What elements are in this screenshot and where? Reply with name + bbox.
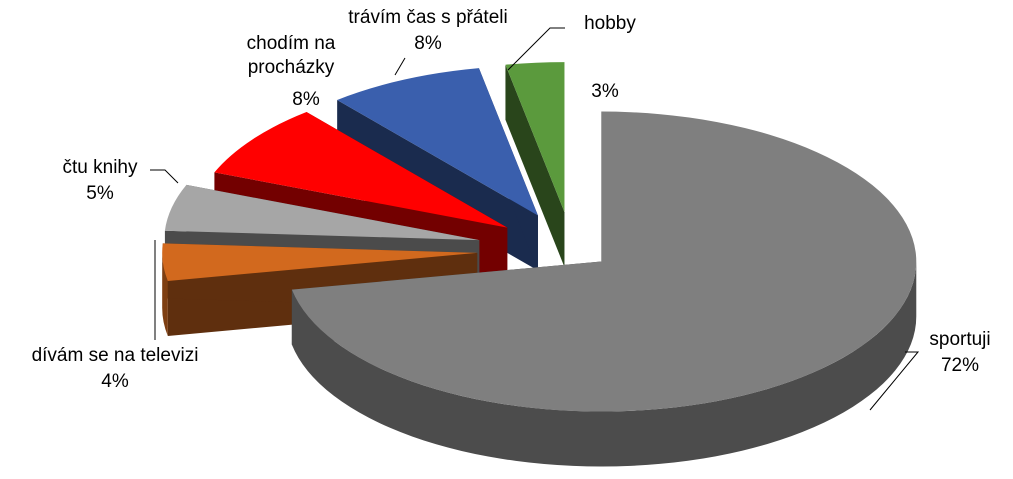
leader-line <box>869 351 920 411</box>
slice <box>291 111 917 467</box>
category-label: čtu knihy <box>62 157 138 178</box>
leader-line <box>394 57 406 76</box>
slice-face <box>505 64 565 268</box>
slice <box>505 62 565 213</box>
category-label: sportuji <box>929 329 991 350</box>
slice <box>214 112 508 228</box>
value-label: 3% <box>591 81 619 102</box>
leader-line <box>507 27 565 71</box>
slice <box>337 68 538 216</box>
value-label: 5% <box>86 183 114 204</box>
category-label: dívám se na televizi <box>31 345 199 366</box>
leader-line <box>150 169 179 184</box>
slice <box>164 184 480 241</box>
slice-side <box>162 252 168 336</box>
category-label: chodím na procházky <box>246 33 336 78</box>
slice-side <box>291 261 917 467</box>
slices <box>162 62 917 467</box>
value-label: 4% <box>101 371 129 392</box>
category-label: trávím čas s přáteli <box>348 7 508 28</box>
slice <box>162 243 478 281</box>
slice <box>291 111 917 412</box>
slice <box>505 62 565 268</box>
category-label: hobby <box>584 13 636 34</box>
value-label: 8% <box>414 33 442 54</box>
value-label: 72% <box>940 355 980 376</box>
value-label: 8% <box>292 89 320 110</box>
